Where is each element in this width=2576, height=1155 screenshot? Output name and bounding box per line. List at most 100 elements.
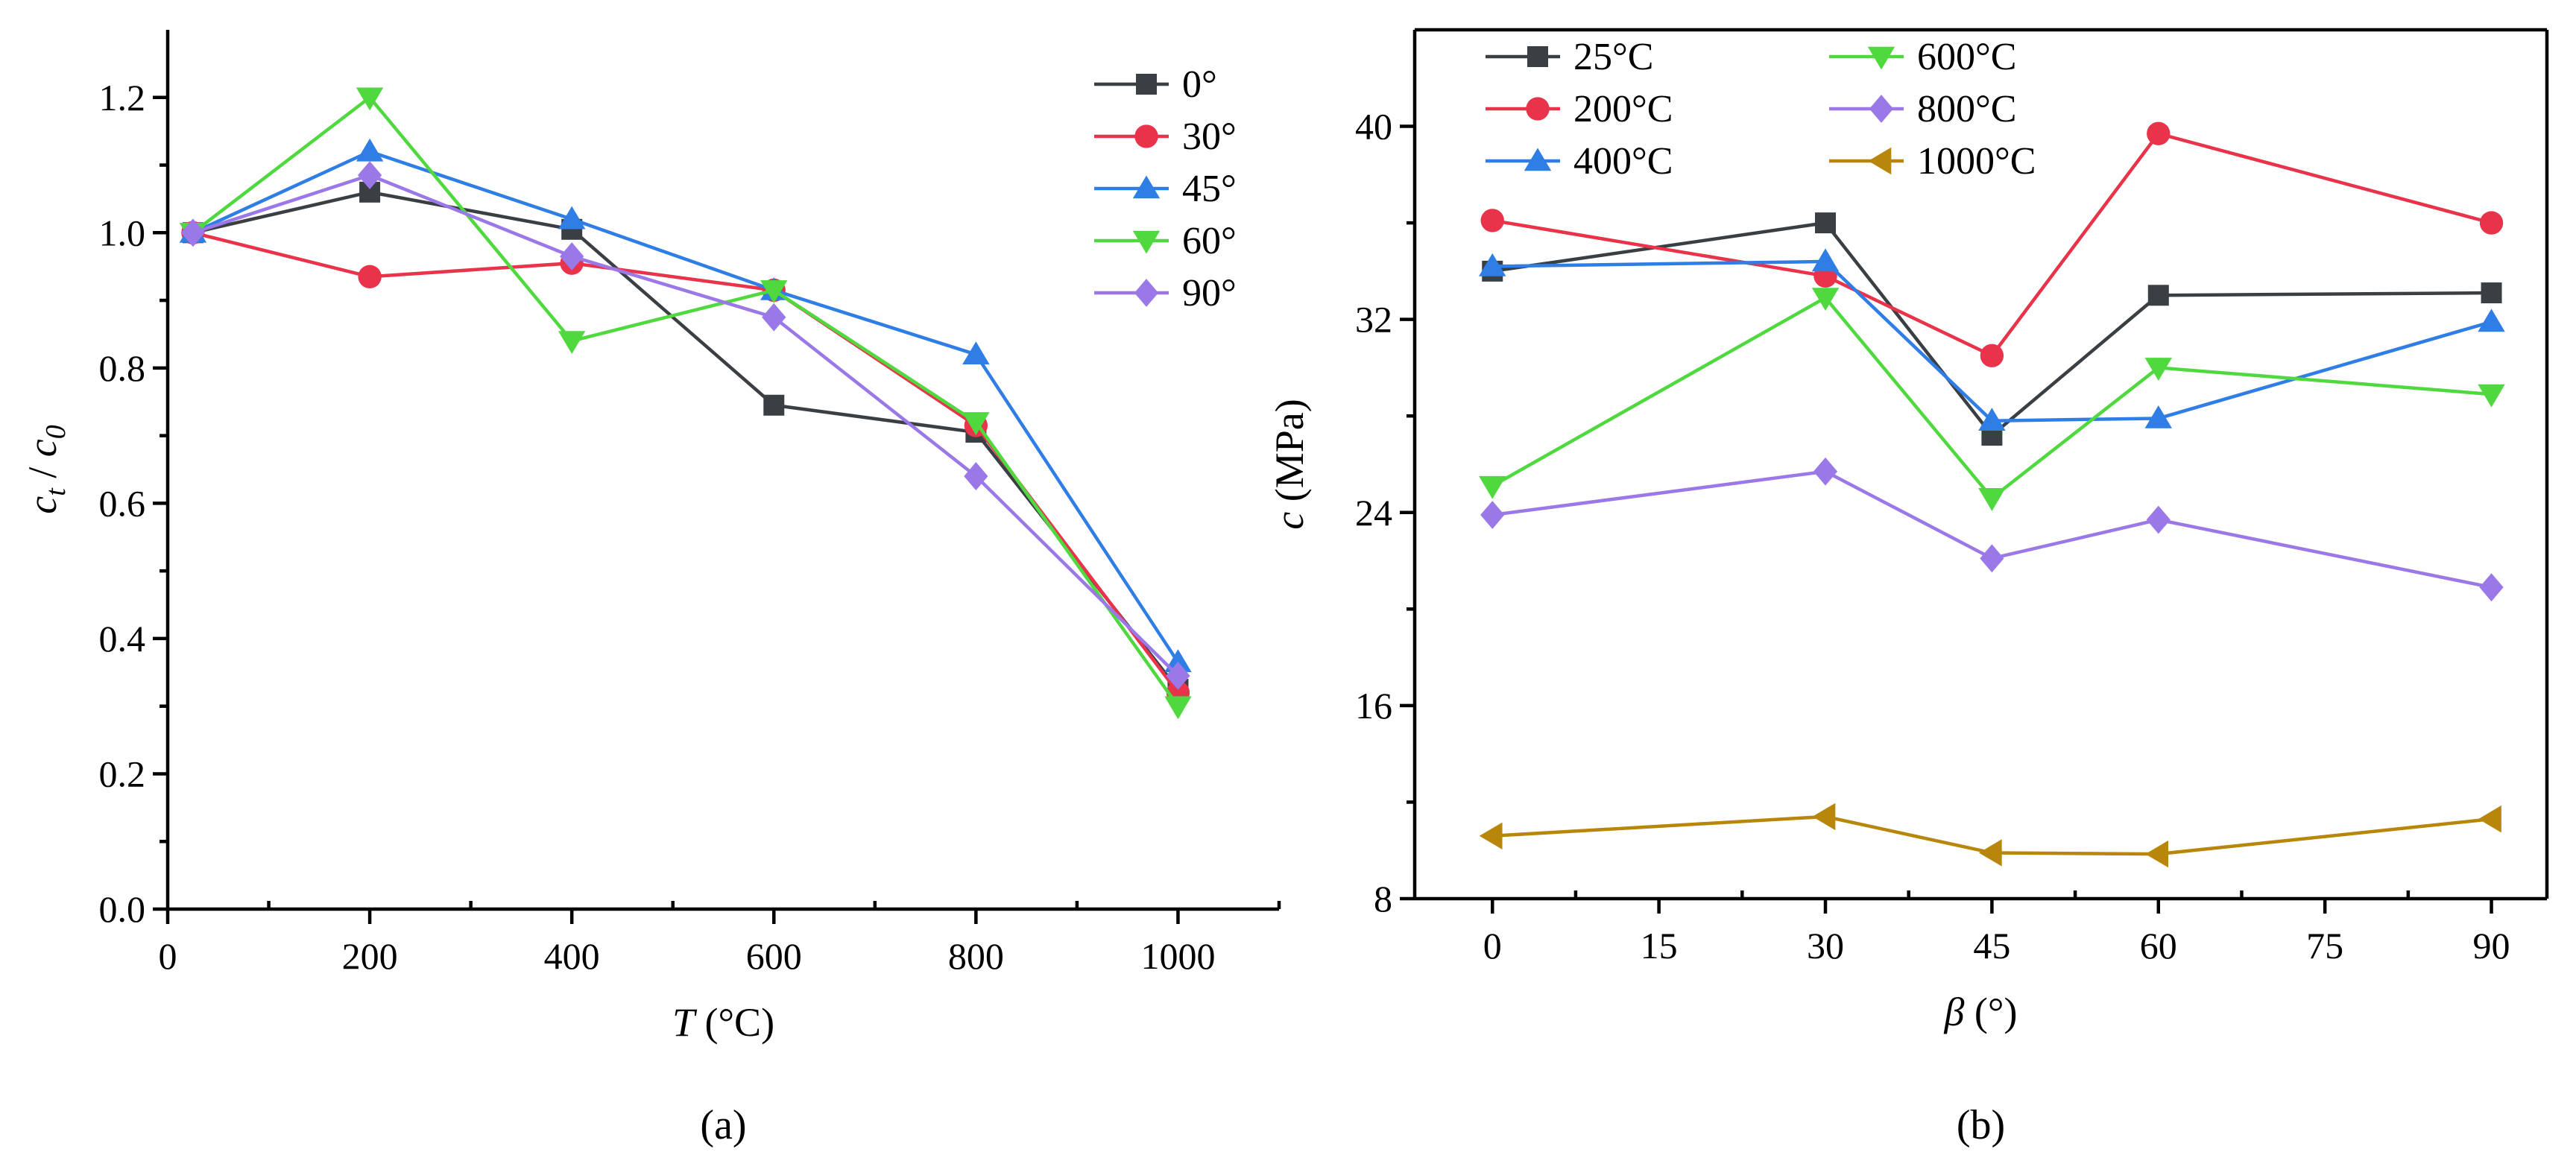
x-tick-label: 90 — [2473, 925, 2510, 966]
y-tick-label: 32 — [1355, 299, 1392, 341]
y-tick-label: 8 — [1374, 878, 1392, 920]
panel-label: (b) — [1957, 1102, 2005, 1148]
data-point — [1480, 209, 1504, 232]
data-point — [2144, 405, 2172, 428]
y-axis-label-unit: (MPa) — [1267, 399, 1312, 511]
series-2 — [179, 138, 1192, 672]
x-tick-label: 60 — [2140, 925, 2177, 966]
x-tick-label: 800 — [948, 935, 1004, 977]
y-axis-label-variable: c — [20, 439, 65, 457]
legend-label: 800°C — [1917, 88, 2016, 130]
data-point — [1978, 488, 2006, 511]
y-axis-label-separator: / — [20, 457, 65, 488]
x-axis-label-unit: (°C) — [695, 1000, 774, 1045]
panel-a-chart: 0 200 400 600 800 1000 0.0 0.2 0.4 0.6 0.8 1.0 1.2 T … — [20, 30, 1281, 1148]
x-tick-label: 200 — [342, 935, 398, 977]
data-point — [1815, 212, 1837, 234]
series-1 — [181, 221, 1190, 705]
x-tick-label: 15 — [1641, 925, 1678, 966]
legend-marker — [1868, 147, 1892, 175]
legend-label: 25°C — [1573, 36, 1653, 78]
x-tick-label: 30 — [1807, 925, 1844, 966]
series-0 — [1482, 212, 2502, 446]
y-axis-label-variable: c — [1267, 512, 1312, 530]
series-line — [192, 231, 1180, 694]
x-tick-label: 45 — [1973, 925, 2010, 966]
data-point — [962, 341, 990, 364]
y-tick-label: 16 — [1355, 685, 1392, 727]
series-line — [1491, 296, 2492, 500]
data-point — [1813, 457, 1838, 486]
legend-marker — [1527, 46, 1548, 67]
series-2 — [1479, 248, 2505, 431]
series-line — [1491, 221, 2492, 437]
y-axis-label: c (MPa) — [1267, 399, 1312, 529]
legend-label: 60° — [1182, 220, 1237, 262]
series-4 — [180, 161, 1190, 690]
data-point — [2481, 282, 2502, 304]
y-axis-label-subscript: t — [40, 487, 72, 496]
data-point — [760, 280, 788, 303]
series-line — [1492, 259, 2493, 423]
data-point — [2146, 505, 2171, 534]
data-point — [558, 331, 586, 355]
y-tick-label: 0.2 — [99, 753, 146, 794]
legend: 25°C 200°C 400°C 600°C 800°C 1000°C — [1486, 36, 2036, 183]
series-line — [192, 173, 1180, 677]
series-5 — [1479, 803, 2501, 868]
y-tick-label: 1.2 — [99, 77, 146, 118]
legend-label: 30° — [1182, 116, 1237, 158]
x-tick-label: 400 — [544, 935, 600, 977]
x-tick-label: 0 — [159, 935, 177, 977]
y-tick-label: 0.0 — [99, 888, 146, 930]
data-point — [2478, 308, 2505, 332]
legend-label: 90° — [1182, 272, 1237, 314]
data-point — [1164, 696, 1192, 720]
data-point — [1978, 408, 2006, 431]
x-tick-label: 1000 — [1140, 935, 1215, 977]
data-point — [2144, 358, 2172, 381]
data-point — [1811, 288, 1840, 311]
y-tick-label: 0.4 — [99, 618, 146, 659]
data-point — [1978, 839, 2002, 867]
x-tick-label: 600 — [746, 935, 802, 977]
data-point — [356, 138, 384, 162]
y-axis-label-subscript: 0 — [40, 425, 72, 439]
data-point — [1811, 248, 1840, 272]
data-point — [358, 265, 382, 288]
panel-label: (a) — [700, 1102, 746, 1148]
legend-label: 0° — [1182, 63, 1217, 106]
data-point — [2479, 573, 2504, 602]
data-point — [356, 87, 384, 111]
y-tick-label: 0.8 — [99, 347, 146, 389]
legend: 0° 30° 45° 60° 90° — [1094, 63, 1237, 314]
series-3 — [179, 87, 1192, 720]
data-point — [763, 394, 785, 416]
data-point — [357, 161, 382, 190]
x-tick-label: 75 — [2306, 925, 2343, 966]
legend-marker — [1134, 124, 1158, 148]
y-tick-label: 40 — [1355, 106, 1392, 148]
data-point — [1480, 501, 1505, 529]
data-point — [1479, 253, 1506, 276]
legend-marker — [1136, 74, 1157, 95]
y-axis-label-variable: c — [20, 496, 65, 514]
series-3 — [1479, 288, 2505, 511]
legend-marker — [1134, 279, 1159, 307]
data-point — [762, 303, 786, 332]
y-tick-label: 0.6 — [99, 482, 146, 524]
x-axis-label-variable: β — [1944, 990, 1965, 1034]
data-point — [2145, 840, 2169, 868]
x-axis-label-unit: (°) — [1964, 990, 2017, 1034]
data-point — [1980, 344, 2004, 367]
series-line — [192, 190, 1180, 691]
x-axis-label: β (°) — [1944, 990, 2018, 1034]
data-point — [2147, 285, 2169, 306]
legend-marker — [1526, 97, 1550, 121]
x-tick-label: 0 — [1483, 925, 1502, 966]
data-point — [1166, 661, 1190, 690]
legend-label: 1000°C — [1917, 140, 2036, 183]
legend-marker — [1132, 230, 1161, 254]
x-axis-label: T (°C) — [672, 1000, 774, 1045]
legend-label: 600°C — [1917, 36, 2016, 78]
